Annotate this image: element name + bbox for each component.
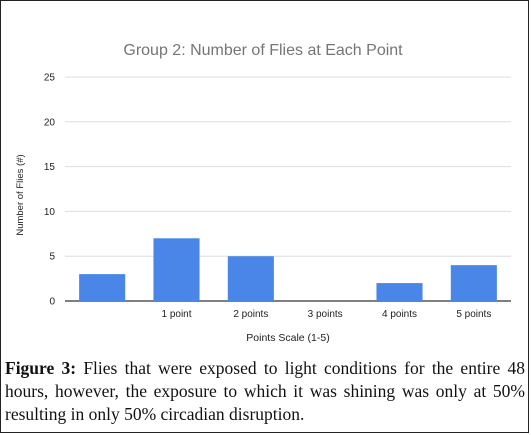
bar [450, 265, 497, 301]
chart-title: Group 2: Number of Flies at Each Point [123, 42, 403, 59]
bar-chart: Group 2: Number of Flies at Each Point 0… [15, 42, 511, 344]
y-tick-label: 15 [44, 162, 56, 173]
y-tick-label: 5 [49, 252, 55, 263]
y-tick-label: 10 [44, 207, 56, 218]
x-tick-label: 5 points [456, 309, 491, 320]
x-tick-labels: 1 point 2 points 3 points 4 points 5 points [161, 309, 491, 320]
x-tick-label: 1 point [161, 309, 191, 320]
y-tick-label: 0 [49, 297, 55, 308]
x-tick-label: 2 points [233, 309, 268, 320]
y-tick-label: 25 [44, 73, 56, 84]
x-tick-label: 4 points [382, 309, 417, 320]
y-axis-label: Number of Flies (#) [15, 154, 26, 235]
x-tick-label: 3 points [308, 309, 343, 320]
bar [227, 256, 274, 301]
x-axis-label: Points Scale (1-5) [246, 332, 329, 344]
bar [79, 274, 126, 301]
bar [153, 238, 200, 301]
bar [376, 283, 423, 301]
gridlines [65, 76, 511, 302]
bars [79, 238, 497, 301]
caption-text: Flies that were exposed to light conditi… [5, 358, 525, 424]
caption-label: Figure 3: [5, 358, 77, 378]
chart-container: Group 2: Number of Flies at Each Point 0… [2, 2, 529, 352]
figure-caption: Figure 3: Flies that were exposed to lig… [5, 357, 525, 426]
y-tick-labels: 0 5 10 15 20 25 [44, 73, 56, 308]
y-tick-label: 20 [44, 117, 56, 128]
